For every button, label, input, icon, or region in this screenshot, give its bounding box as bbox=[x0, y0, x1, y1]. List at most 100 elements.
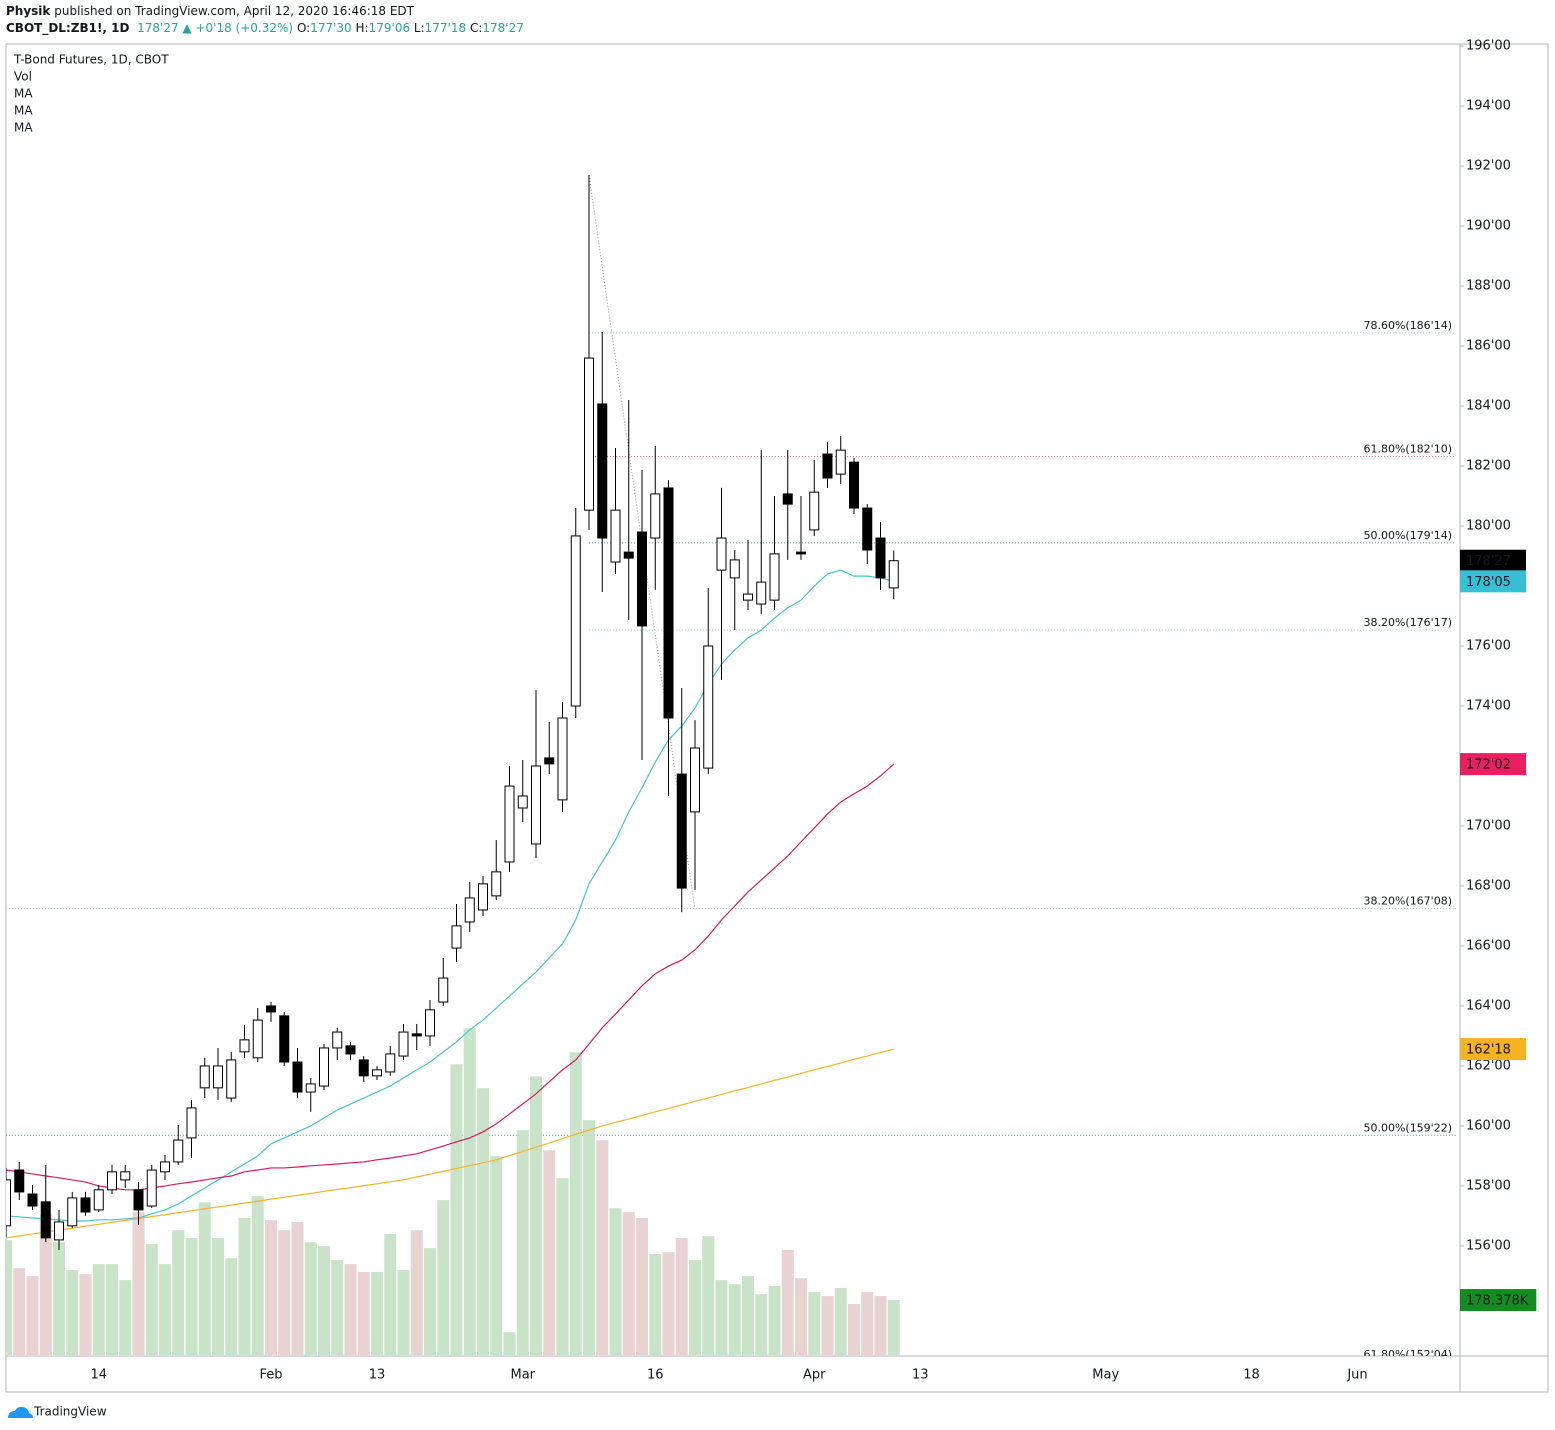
change: +0'18 (+0.32%) bbox=[195, 21, 294, 35]
x-tick-label: 13 bbox=[369, 1368, 386, 1383]
candle-body bbox=[27, 1193, 38, 1207]
candle-body bbox=[6, 1179, 11, 1227]
candle-body bbox=[146, 1169, 157, 1207]
volume-bar bbox=[371, 1271, 383, 1356]
candle-body bbox=[305, 1083, 316, 1093]
volume-bar bbox=[530, 1076, 542, 1356]
fib-label: 61.80%(152'04) bbox=[1363, 1348, 1452, 1361]
volume-bar bbox=[861, 1292, 874, 1356]
candle-body bbox=[398, 1031, 409, 1057]
volume-bar bbox=[609, 1208, 622, 1356]
x-tick-label: Apr bbox=[803, 1368, 826, 1383]
x-tick-label: Mar bbox=[510, 1368, 535, 1383]
logo-icon bbox=[8, 1406, 33, 1418]
candle-body bbox=[54, 1221, 64, 1241]
candle-body bbox=[849, 461, 859, 509]
candle-body bbox=[491, 871, 502, 897]
x-tick-label: Feb bbox=[259, 1368, 282, 1383]
volume-bar bbox=[26, 1276, 39, 1356]
fib-label: 78.60%(186'14) bbox=[1363, 319, 1452, 332]
candle-body bbox=[385, 1053, 396, 1073]
ma-line bbox=[6, 1048, 894, 1239]
volume-bar bbox=[622, 1212, 635, 1356]
candle-body bbox=[862, 507, 873, 551]
candle-body bbox=[743, 593, 753, 601]
x-tick-label: 16 bbox=[647, 1368, 664, 1383]
candle-body bbox=[40, 1201, 51, 1239]
y-tick-label: 186'00 bbox=[1466, 339, 1511, 354]
candle-body bbox=[199, 1065, 210, 1089]
ma-line bbox=[6, 763, 895, 1191]
candle-body bbox=[822, 453, 833, 479]
volume-bar bbox=[278, 1230, 291, 1356]
candle-body bbox=[252, 1019, 263, 1059]
y-tick-label: 182'00 bbox=[1466, 459, 1511, 474]
candle-body bbox=[782, 493, 793, 505]
header: Physik published on TradingView.com, Apr… bbox=[6, 3, 524, 37]
volume-bar bbox=[781, 1249, 794, 1356]
candle-body bbox=[663, 487, 674, 719]
volume-bar bbox=[503, 1332, 516, 1356]
y-tick-label: 176'00 bbox=[1466, 639, 1511, 654]
volume-bar bbox=[808, 1292, 821, 1356]
footer-logo: TradingView bbox=[8, 1405, 107, 1419]
legend-item: MA bbox=[14, 87, 33, 101]
volume-bar bbox=[225, 1258, 238, 1356]
candle-body bbox=[504, 785, 515, 863]
ma-line bbox=[6, 569, 894, 1222]
volume-bar bbox=[543, 1150, 556, 1356]
volume-bar bbox=[53, 1242, 65, 1356]
volume-bar bbox=[755, 1294, 768, 1356]
legend-item: MA bbox=[14, 121, 33, 135]
header-line: CBOT_DL:ZB1!, 1D 178'27 ▲ +0'18 (+0.32%)… bbox=[6, 20, 524, 37]
candle-body bbox=[213, 1065, 223, 1089]
candle-body bbox=[557, 717, 568, 801]
candle-body bbox=[226, 1059, 237, 1099]
volume-bar bbox=[848, 1303, 860, 1356]
candle-body bbox=[332, 1031, 343, 1049]
quote-value: 177'18 bbox=[424, 21, 467, 35]
last: 178'27 bbox=[137, 21, 179, 35]
volume-bar bbox=[185, 1238, 198, 1356]
volume-bar bbox=[397, 1270, 410, 1356]
fib-label: 61.80%(182'10) bbox=[1363, 443, 1452, 456]
fib-label: 38.20%(176'17) bbox=[1363, 616, 1452, 629]
volume-bar bbox=[583, 1120, 595, 1356]
y-tick-label: 190'00 bbox=[1466, 219, 1511, 234]
price-tag bbox=[1460, 1289, 1537, 1312]
quote-key: O: bbox=[296, 21, 311, 35]
volume-bar bbox=[649, 1254, 662, 1356]
y-tick-label: 158'00 bbox=[1466, 1178, 1511, 1193]
candle-body bbox=[729, 559, 740, 579]
candle-body bbox=[875, 537, 886, 579]
volume-bar bbox=[874, 1296, 887, 1356]
header-line: Physik published on TradingView.com, Apr… bbox=[6, 3, 524, 20]
candle-body bbox=[425, 1009, 435, 1037]
volume-bar bbox=[675, 1238, 688, 1356]
candle-body bbox=[372, 1069, 382, 1077]
volume-bar bbox=[119, 1280, 132, 1356]
volume-bar bbox=[556, 1178, 569, 1356]
candle-body bbox=[438, 977, 449, 1003]
volume-layer bbox=[6, 1028, 900, 1356]
candle-body bbox=[266, 1005, 276, 1013]
volume-bar bbox=[795, 1278, 807, 1356]
y-tick-label: 184'00 bbox=[1466, 399, 1511, 414]
y-tick-label: 194'00 bbox=[1466, 99, 1511, 114]
volume-bar bbox=[384, 1233, 397, 1356]
volume-bar bbox=[145, 1244, 158, 1356]
candle-body bbox=[292, 1061, 303, 1093]
candle-body bbox=[239, 1039, 250, 1053]
volume-bar bbox=[662, 1252, 675, 1356]
volume-bar bbox=[715, 1280, 728, 1356]
candle-body bbox=[703, 645, 714, 769]
volume-bar bbox=[79, 1274, 92, 1356]
volume-bar bbox=[291, 1222, 304, 1356]
volume-bar bbox=[437, 1200, 450, 1356]
volume-bar bbox=[768, 1286, 781, 1356]
volume-bar bbox=[344, 1264, 357, 1356]
arrow: ▲ bbox=[182, 21, 192, 35]
y-tick-label: 196'00 bbox=[1466, 39, 1511, 54]
y-tick-label: 164'00 bbox=[1466, 998, 1511, 1013]
